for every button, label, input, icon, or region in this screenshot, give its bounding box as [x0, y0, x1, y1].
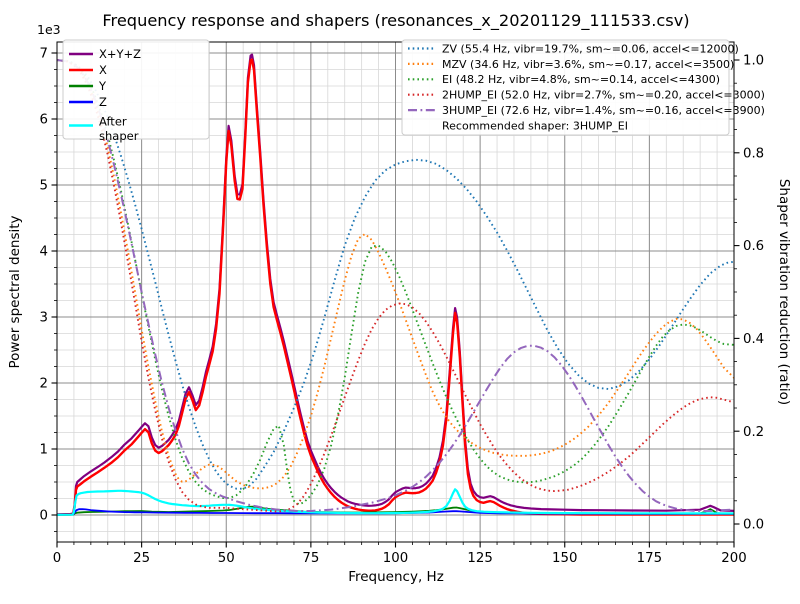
- y-left-tick-label: 3: [40, 311, 48, 326]
- curve-zv: [57, 59, 734, 490]
- x-tick-label: 0: [53, 551, 61, 566]
- legend-label-xyz: X+Y+Z: [99, 47, 141, 61]
- legend-entry-2hump-ei: 2HUMP_EI (52.0 Hz, vibr=2.7%, sm~=0.20, …: [408, 89, 765, 102]
- y-right-tick-label: 0.4: [743, 332, 764, 347]
- curve-xyz: [57, 53, 734, 516]
- curve-ei: [57, 59, 734, 506]
- y-right-tick-label: 0.2: [743, 425, 764, 440]
- y-right-axis-label: Shaper vibration reduction (ratio): [776, 179, 792, 405]
- curve-2hump-ei: [57, 59, 734, 513]
- y-right-tick-label: 0.6: [743, 239, 764, 254]
- legend-entry-x: X: [69, 63, 107, 77]
- legend-entry-ei: EI (48.2 Hz, vibr=4.8%, sm~=0.14, accel<…: [408, 73, 720, 86]
- x-tick-label: 100: [383, 551, 408, 566]
- legend-entry-xyz: X+Y+Z: [69, 47, 141, 61]
- legend-label-x: X: [99, 63, 107, 77]
- y-right-tick-label: 0.8: [743, 146, 764, 161]
- legend-label-after-shaper: shaper: [99, 129, 139, 143]
- x-tick-label: 175: [637, 551, 662, 566]
- curve-after-shaper: [57, 488, 734, 516]
- x-tick-label: 25: [133, 551, 150, 566]
- y-left-tick-label: 0: [40, 509, 48, 524]
- y-left-offset-text: 1e3: [37, 22, 61, 37]
- legend-shapers-box: [401, 39, 730, 136]
- legend-label-y: Y: [98, 79, 107, 93]
- legend-entry-zv: ZV (55.4 Hz, vibr=19.7%, sm~=0.06, accel…: [408, 42, 739, 55]
- legend-shapers: ZV (55.4 Hz, vibr=19.7%, sm~=0.06, accel…: [401, 39, 765, 136]
- legend-label-zv: ZV (55.4 Hz, vibr=19.7%, sm~=0.06, accel…: [442, 42, 739, 55]
- y-left-axis-label: Power spectral density: [7, 215, 23, 368]
- tick-marks: [51, 52, 740, 548]
- y-left-tick-label: 2: [40, 377, 48, 392]
- y-left-tick-label: 1: [40, 443, 48, 458]
- y-left-tick-label: 7: [40, 47, 48, 62]
- curve-x: [57, 58, 734, 516]
- x-axis-label: Frequency, Hz: [348, 569, 444, 585]
- x-tick-label: 50: [218, 551, 235, 566]
- y-right-tick-label: 1.0: [743, 54, 764, 69]
- x-tick-label: 125: [467, 551, 492, 566]
- legend-label-2hump-ei: 2HUMP_EI (52.0 Hz, vibr=2.7%, sm~=0.20, …: [442, 89, 765, 102]
- legend-label-mzv: MZV (34.6 Hz, vibr=3.6%, sm~=0.17, accel…: [442, 58, 734, 71]
- y-left-tick-label: 5: [40, 179, 48, 194]
- curves-layer: [57, 53, 734, 516]
- legend-label-z: Z: [99, 95, 107, 109]
- curve-3hump-ei: [57, 59, 734, 512]
- x-tick-label: 200: [721, 551, 746, 566]
- legend-label-3hump-ei: 3HUMP_EI (72.6 Hz, vibr=1.4%, sm~=0.16, …: [442, 104, 765, 117]
- chart-title: Frequency response and shapers (resonanc…: [102, 11, 689, 31]
- y-left-tick-label: 6: [40, 113, 48, 128]
- legend-entry-y: Y: [69, 79, 107, 93]
- x-tick-label: 75: [302, 551, 319, 566]
- legend-psd-box: [62, 39, 210, 140]
- tick-labels: 0 25 50 75 100 125 150 175 200 0 1 2 3 4 5 6 7 0.0 0.2 0.4 0…: [40, 47, 765, 566]
- x-tick-label: 150: [552, 551, 577, 566]
- legend-label-after-shaper: After: [99, 115, 127, 129]
- legend-recommended-shaper: Recommended shaper: 3HUMP_EI: [442, 119, 628, 132]
- y-left-tick-label: 4: [40, 245, 48, 260]
- legend-entry-mzv: MZV (34.6 Hz, vibr=3.6%, sm~=0.17, accel…: [408, 58, 734, 71]
- legend-entry-3hump-ei: 3HUMP_EI (72.6 Hz, vibr=1.4%, sm~=0.16, …: [408, 104, 765, 117]
- legend-entry-z: Z: [69, 95, 107, 109]
- legend-label-ei: EI (48.2 Hz, vibr=4.8%, sm~=0.14, accel<…: [442, 73, 720, 86]
- y-right-tick-label: 0.0: [743, 518, 764, 533]
